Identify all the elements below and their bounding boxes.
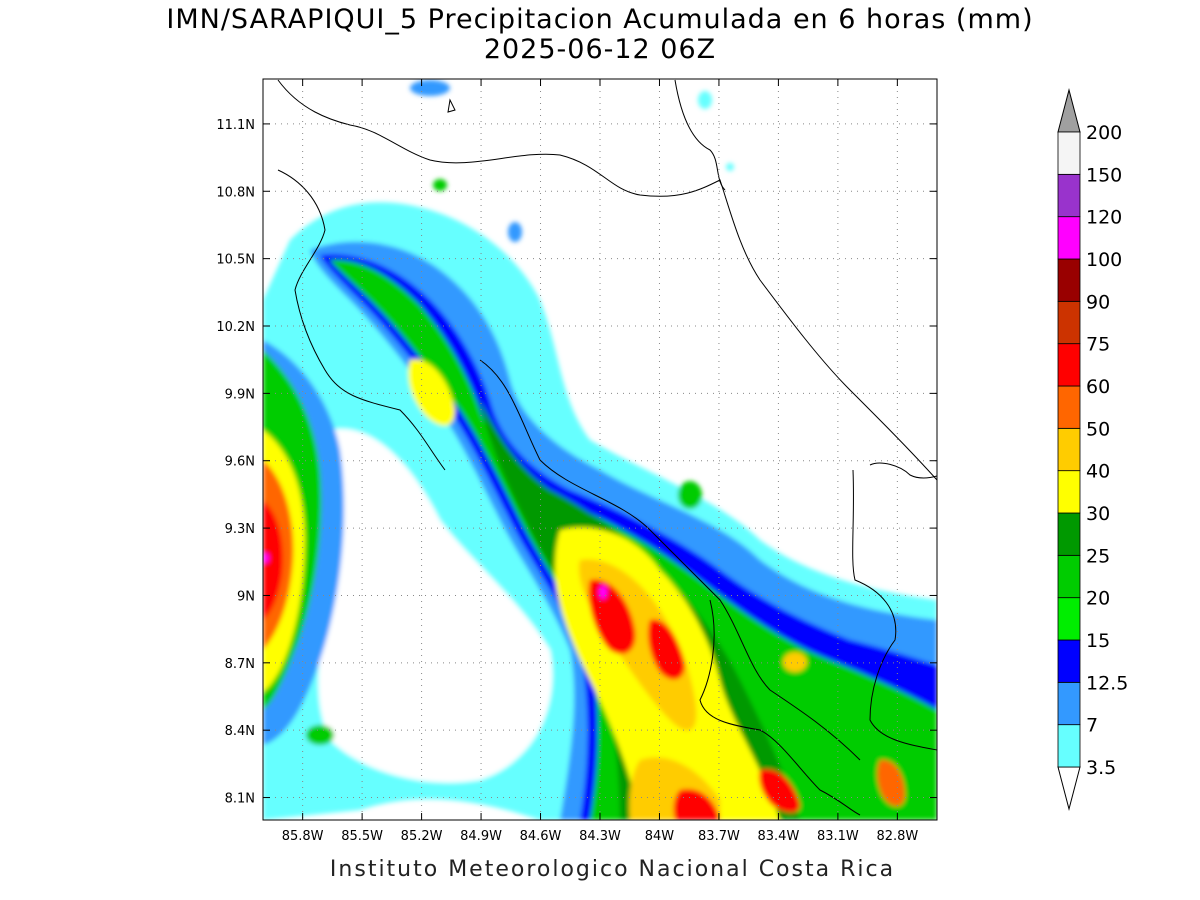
colorbar-level-label: 15 [1086, 630, 1110, 652]
lat-tick-label: 9.9N [225, 387, 255, 402]
precipitation-field [263, 80, 937, 820]
lon-tick-label: 85.2W [401, 829, 443, 844]
longitude-axis: 85.8W 85.5W 85.2W 84.9W 84.6W 84.3W 84W 83.7W 83… [282, 79, 918, 844]
lon-tick-label: 84.6W [520, 829, 562, 844]
lat-tick-label: 8.4N [225, 724, 255, 739]
lat-tick-label: 9.3N [225, 522, 255, 537]
lat-tick-label: 8.1N [225, 792, 255, 807]
colorbar-segment [1057, 681, 1081, 726]
lon-tick-label: 85.8W [282, 829, 324, 844]
lat-tick-label: 10.5N [216, 253, 255, 268]
colorbar-level-label: 3.5 [1086, 757, 1116, 779]
coastline [277, 79, 937, 816]
colorbar-level-label: 12.5 [1086, 672, 1128, 694]
colorbar-level-label: 25 [1086, 545, 1110, 567]
lat-tick-label: 10.8N [216, 185, 255, 200]
colorbar-level-label: 100 [1086, 249, 1122, 271]
map-title: IMN/SARAPIQUI_5 Precipitacion Acumulada … [166, 4, 1034, 35]
colorbar-level-label: 150 [1086, 164, 1122, 186]
colorbar-level-label: 120 [1086, 207, 1122, 229]
colorbar-level-label: 60 [1086, 376, 1110, 398]
latitude-axis: 8.1N 8.4N 8.7N 9N 9.3N 9.6N 9.9N 10.2N 10.5N 10.8… [216, 118, 937, 807]
lat-tick-label: 9N [237, 589, 255, 604]
colorbar-segment [1057, 131, 1081, 175]
colorbar-level-label: 30 [1086, 503, 1110, 525]
colorbar-level-label: 7 [1086, 715, 1098, 737]
colorbar-under-triangle [1057, 766, 1081, 811]
lon-tick-label: 83.1W [817, 829, 859, 844]
colorbar-segment [1057, 343, 1081, 387]
lon-tick-label: 83.7W [698, 829, 740, 844]
lon-tick-label: 84.9W [460, 829, 502, 844]
lat-tick-label: 9.6N [225, 455, 255, 470]
colorbar-over-triangle [1057, 88, 1081, 133]
lon-tick-label: 82.8W [876, 829, 918, 844]
lon-tick-label: 83.4W [758, 829, 800, 844]
colorbar-segment [1057, 597, 1081, 641]
colorbar-segment [1057, 258, 1081, 302]
lat-tick-label: 11.1N [216, 118, 255, 133]
lon-tick-label: 84W [645, 829, 675, 844]
colorbar-level-label: 50 [1086, 418, 1110, 440]
lon-tick-label: 85.5W [341, 829, 383, 844]
colorbar-level-label: 200 [1086, 122, 1122, 144]
colorbar-segment [1057, 427, 1081, 472]
lon-tick-label: 84.3W [579, 829, 621, 844]
colorbar: 3.5 7 12.5 15 20 25 30 40 50 60 75 90 100 120 150 200 [1057, 88, 1128, 811]
colorbar-segment [1057, 639, 1081, 683]
footer-credit: Instituto Meteorologico Nacional Costa R… [329, 857, 896, 882]
map-date: 2025-06-12 06Z [483, 34, 717, 65]
lat-tick-label: 10.2N [216, 320, 255, 335]
colorbar-level-label: 75 [1086, 334, 1110, 356]
colorbar-segment [1057, 216, 1081, 260]
lat-tick-label: 8.7N [225, 657, 255, 672]
colorbar-level-label: 20 [1086, 588, 1110, 610]
colorbar-segment [1057, 300, 1081, 345]
colorbar-segment [1057, 470, 1081, 514]
map-grid [263, 79, 937, 820]
colorbar-segment [1057, 173, 1081, 218]
colorbar-segment [1057, 554, 1081, 599]
colorbar-level-label: 40 [1086, 461, 1110, 483]
colorbar-segment [1057, 512, 1081, 556]
colorbar-segment [1057, 724, 1081, 768]
colorbar-level-label: 90 [1086, 291, 1110, 313]
colorbar-segment [1057, 385, 1081, 429]
